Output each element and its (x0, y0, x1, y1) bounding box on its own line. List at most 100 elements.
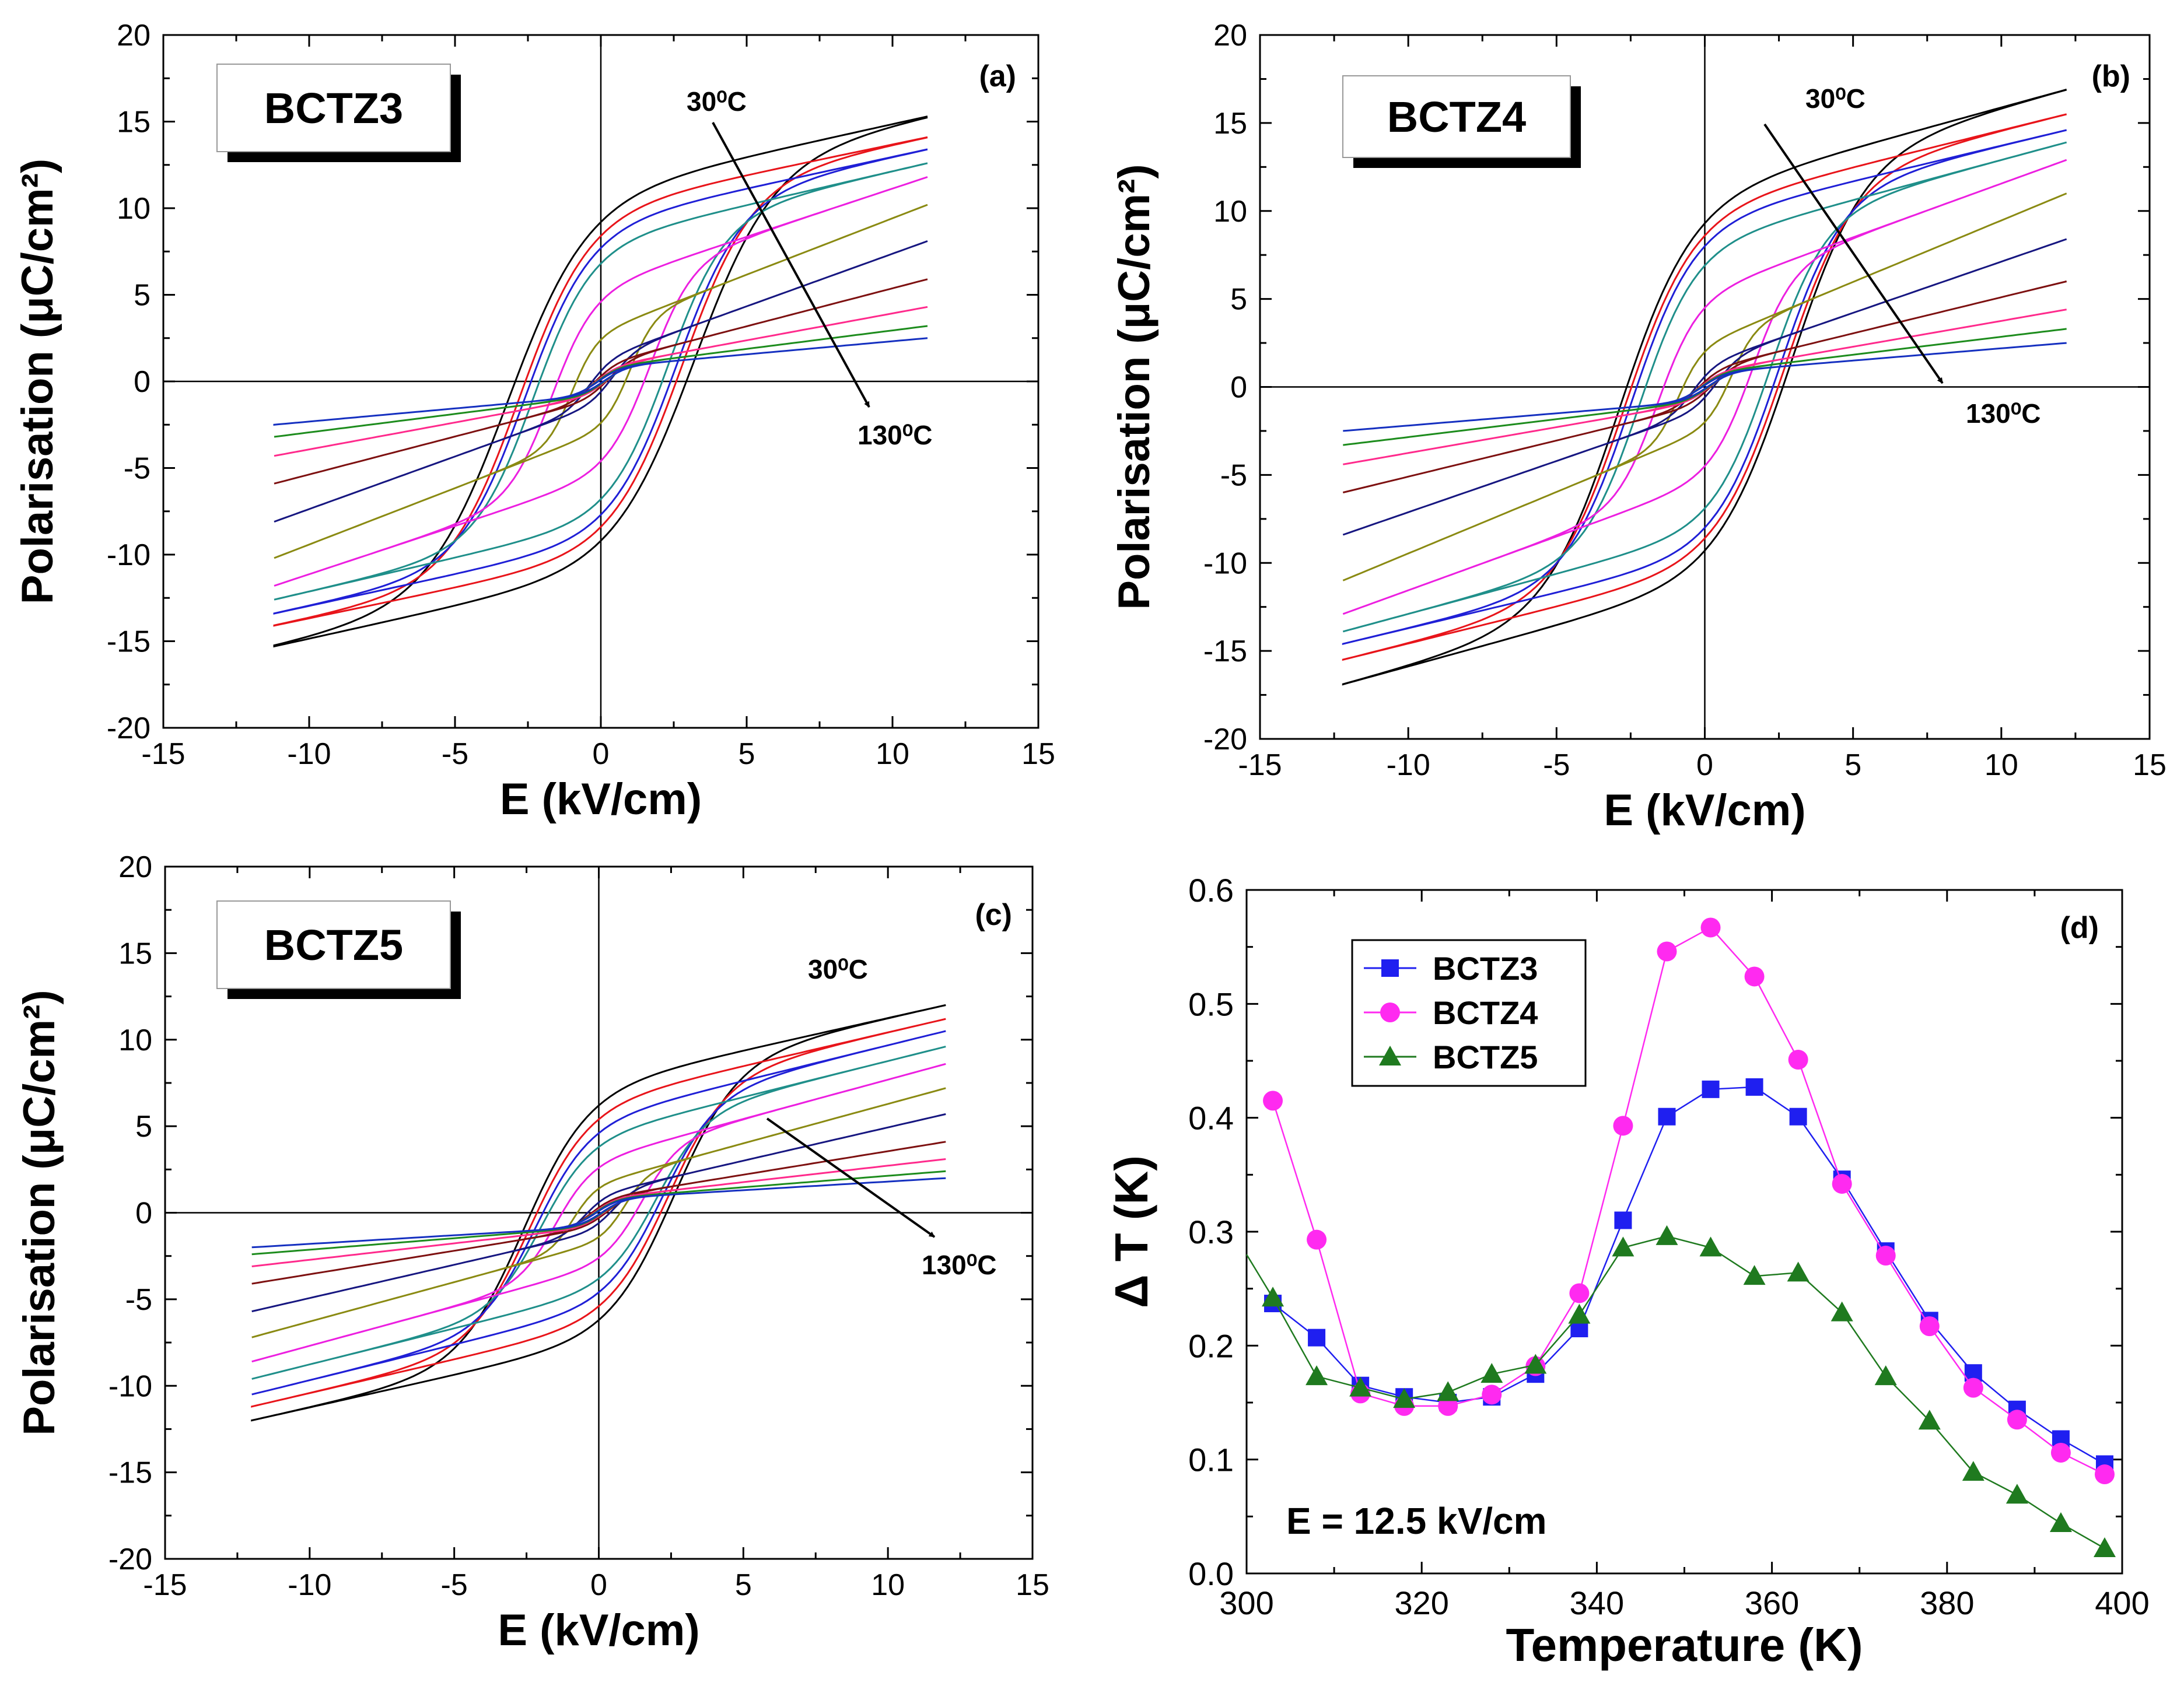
y-tick-label: -5 (1220, 458, 1247, 492)
data-point (1480, 1363, 1503, 1383)
data-point (2006, 1484, 2028, 1504)
hysteresis-loop (251, 1177, 946, 1249)
y-tick-label: -20 (107, 711, 150, 745)
data-point (2093, 1537, 2116, 1558)
hysteresis-loop (1343, 328, 2067, 446)
y-tick-label: 5 (1230, 283, 1247, 317)
x-tick-label: 10 (876, 737, 909, 771)
legend-label: BCTZ4 (1433, 994, 1538, 1031)
x-tick-label: -5 (1543, 748, 1570, 782)
data-point (1700, 917, 1721, 938)
x-axis-title: E (kV/cm) (500, 774, 702, 824)
y-tick-label: 0.5 (1188, 986, 1234, 1022)
data-point (1306, 1365, 1328, 1386)
y-tick-label: 20 (117, 19, 150, 52)
data-point (1743, 1265, 1766, 1285)
hysteresis-loop (273, 115, 928, 648)
x-tick-label: 10 (871, 1568, 905, 1602)
x-axis-title: E (kV/cm) (1604, 786, 1805, 835)
hysteresis-loop (1342, 113, 2067, 661)
y-tick-label: 10 (117, 192, 150, 226)
y-tick-label: -15 (1203, 635, 1247, 668)
y-tick-label: 0.6 (1188, 872, 1234, 909)
x-tick-label: -15 (143, 1568, 187, 1602)
data-point (1262, 1287, 1284, 1307)
sample-label: BCTZ3 (264, 84, 403, 132)
data-point (1831, 1301, 1853, 1322)
data-point (1658, 1107, 1676, 1126)
series-bctz3 (1264, 1078, 2113, 1473)
x-axis-title: E (kV/cm) (498, 1606, 699, 1655)
y-tick-label: 20 (1213, 19, 1247, 52)
hysteresis-loop (1342, 159, 2067, 615)
y-tick-label: 0.4 (1188, 1100, 1234, 1137)
x-tick-label: 10 (1985, 748, 2018, 782)
data-point (2007, 1410, 2027, 1430)
data-point (1613, 1116, 1633, 1136)
panel-d: 300 320 340 360 380 400 0.0 0.1 0.2 0.3 0.4 0.5 0.6 T… (1105, 872, 2150, 1671)
data-point (1918, 1410, 1941, 1430)
x-tick-label: 15 (1016, 1568, 1049, 1602)
x-tick-label: 360 (1745, 1585, 1799, 1621)
data-point (1919, 1316, 1940, 1337)
hysteresis-loop (274, 278, 928, 485)
hysteresis-loop (251, 1087, 946, 1338)
sample-label-box (216, 900, 451, 989)
panel-label: (a) (979, 59, 1016, 93)
hysteresis-loop (274, 162, 928, 601)
x-tick-label: -5 (442, 737, 468, 771)
data-point (1744, 966, 1765, 987)
sample-label: BCTZ5 (264, 921, 403, 969)
legend-label: BCTZ3 (1433, 950, 1538, 987)
data-point (1614, 1211, 1632, 1229)
hysteresis-loop (251, 1030, 946, 1396)
y-tick-label: 0 (1230, 371, 1247, 405)
data-point (1524, 1354, 1547, 1374)
legend-marker (1379, 1046, 1401, 1065)
x-tick-label: 0 (1696, 748, 1713, 782)
data-point (1393, 1388, 1416, 1408)
hysteresis-loop (273, 337, 928, 426)
y-tick-label: -10 (107, 538, 150, 572)
y-axis-title: Polarisation (μC/cm²) (13, 159, 62, 604)
hysteresis-loop (251, 1113, 946, 1313)
x-tick-label: -15 (1238, 748, 1282, 782)
x-tick-label: 300 (1219, 1585, 1273, 1621)
x-tick-label: -5 (441, 1568, 468, 1602)
temperature-arrow (1763, 123, 1944, 384)
data-point (1699, 1236, 1722, 1257)
field-annotation: E = 12.5 kV/cm (1286, 1500, 1547, 1542)
y-axis-title: Polarisation (μC/cm²) (1110, 164, 1159, 609)
series-bctz5 (1245, 1225, 2116, 1558)
hysteresis-loop (1342, 141, 2067, 633)
data-point (1612, 1236, 1634, 1257)
y-tick-label: 0.2 (1188, 1327, 1234, 1364)
y-tick-label: -15 (107, 625, 150, 659)
panel-label: (d) (2060, 911, 2099, 945)
arrow-start-label: 30⁰C (687, 86, 747, 117)
hysteresis-loop (251, 1046, 946, 1380)
x-tick-label: 400 (2095, 1585, 2149, 1621)
x-tick-label: -10 (1387, 748, 1430, 782)
sample-label-box (1342, 75, 1571, 158)
hysteresis-loop (273, 136, 928, 627)
x-axis-title: Temperature (K) (1506, 1619, 1863, 1671)
y-tick-label: 0.0 (1188, 1555, 1234, 1592)
data-point (1962, 1461, 1985, 1481)
hysteresis-loop (274, 176, 928, 587)
sample-label: BCTZ4 (1387, 93, 1526, 141)
data-point (1263, 1091, 1283, 1111)
y-tick-label: -10 (1203, 546, 1247, 580)
data-point (1568, 1303, 1591, 1324)
hysteresis-loop (274, 240, 928, 523)
x-tick-label: 5 (738, 737, 755, 771)
y-axis-title: Polarisation (μC/cm²) (15, 990, 64, 1435)
y-tick-label: 10 (118, 1023, 152, 1057)
y-tick-label: 15 (117, 106, 150, 139)
hysteresis-loop (274, 325, 928, 438)
series-bctz4 (1263, 917, 2115, 1485)
panel-label: (b) (2092, 59, 2130, 93)
